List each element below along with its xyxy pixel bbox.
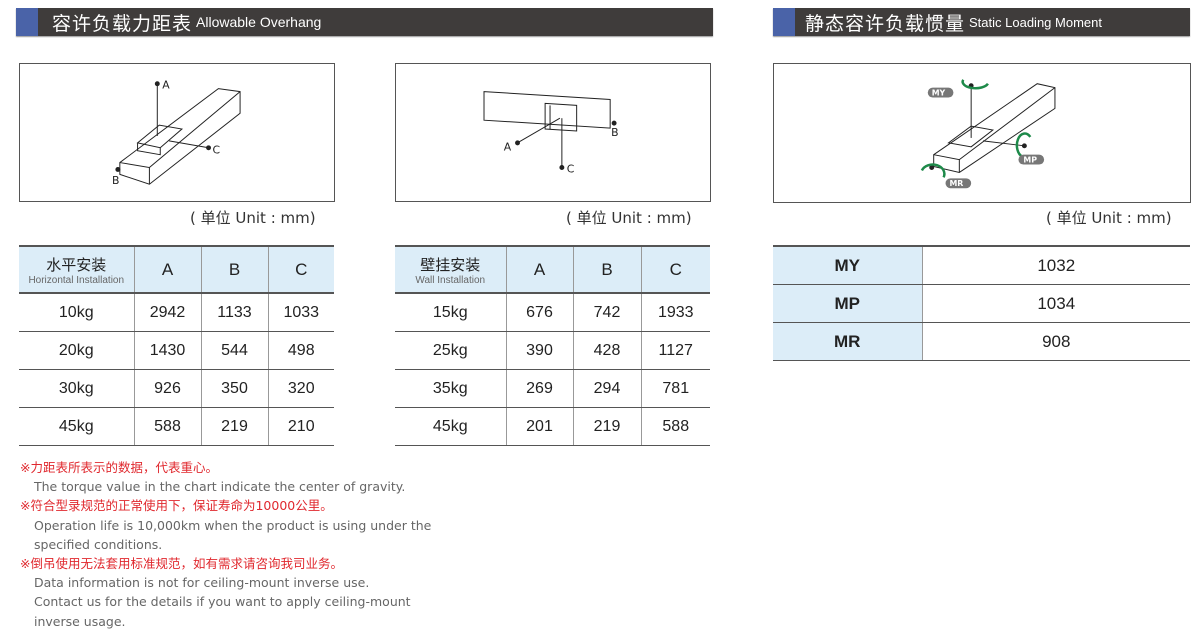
column-header: C <box>640 245 710 294</box>
header-title-en: Static Loading Moment <box>969 14 1102 30</box>
svg-text:A: A <box>162 79 170 92</box>
cell-value: 926 <box>133 369 202 408</box>
cell-value: 588 <box>133 407 202 446</box>
header-title-zh: 容许负载力距表 <box>52 12 193 35</box>
wall-diagram: A C B <box>395 63 711 202</box>
header-accent <box>773 8 795 36</box>
cell-value: 1033 <box>267 292 334 332</box>
cell-value: 210 <box>267 407 334 446</box>
table-row: 45kg 201 219 588 <box>395 407 710 446</box>
unit-label: ( 单位 Unit : mm) <box>190 209 316 227</box>
note-en: Operation life is 10,000km when the prod… <box>34 517 432 533</box>
note-en: specified conditions. <box>34 536 163 552</box>
note-zh: ※符合型录规范的正常使用下，保证寿命为10000公里。 <box>20 498 333 514</box>
cell-value: 320 <box>267 369 334 408</box>
table-row: 20kg 1430 544 498 <box>19 331 334 370</box>
row-label: 45kg <box>19 407 135 446</box>
static-moment-header: 静态容许负载惯量 Static Loading Moment <box>773 8 1190 36</box>
cell-value: 269 <box>505 369 574 408</box>
static-moment-table: MY 1032 MP 1034 MR 908 <box>773 245 1190 361</box>
table-row: 25kg 390 428 1127 <box>395 331 710 370</box>
cell-value: 201 <box>505 407 574 446</box>
row-label: 25kg <box>395 331 507 370</box>
row-label: 45kg <box>395 407 507 446</box>
svg-text:B: B <box>611 126 618 139</box>
table-row: MR 908 <box>773 322 1190 361</box>
row-label: 35kg <box>395 369 507 408</box>
unit-label: ( 单位 Unit : mm) <box>566 209 692 227</box>
moment-diagram: MY MP MR <box>773 63 1191 203</box>
cell-value: 908 <box>921 322 1190 361</box>
table-title: 壁挂安装 Wall Installation <box>395 245 507 294</box>
svg-text:B: B <box>112 174 119 187</box>
table-row: MP 1034 <box>773 284 1190 323</box>
cell-value: 588 <box>640 407 710 446</box>
table-title: 水平安装 Horizontal Installation <box>19 245 135 294</box>
row-label: MP <box>773 284 923 323</box>
unit-label: ( 单位 Unit : mm) <box>1046 209 1172 227</box>
svg-text:MP: MP <box>1023 156 1037 165</box>
cell-value: 294 <box>572 369 642 408</box>
note-en: Contact us for the details if you want t… <box>34 594 411 610</box>
column-header: B <box>200 245 269 294</box>
note-zh: ※力距表所表示的数据，代表重心。 <box>20 460 218 475</box>
table-row: 45kg 588 219 210 <box>19 407 334 446</box>
cell-value: 1032 <box>921 245 1190 285</box>
cell-value: 1127 <box>640 331 710 370</box>
column-header: B <box>572 245 642 294</box>
header-title-zh: 静态容许负载惯量 <box>805 12 966 35</box>
cell-value: 742 <box>572 292 642 332</box>
notes: ※力距表所表示的数据，代表重心。 The torque value in the … <box>20 458 431 631</box>
cell-value: 2942 <box>133 292 202 332</box>
table-row: 30kg 926 350 320 <box>19 369 334 408</box>
cell-value: 781 <box>640 369 710 408</box>
svg-text:C: C <box>212 144 220 157</box>
svg-text:MR: MR <box>949 179 963 188</box>
cell-value: 1430 <box>133 331 202 370</box>
table-row: MY 1032 <box>773 245 1190 285</box>
table-row: 35kg 269 294 781 <box>395 369 710 408</box>
column-header: C <box>267 245 334 294</box>
allowable-overhang-header: 容许负载力距表 Allowable Overhang <box>16 8 713 36</box>
cell-value: 219 <box>200 407 269 446</box>
row-label: 10kg <box>19 292 135 332</box>
note-en: The torque value in the chart indicate t… <box>34 479 406 495</box>
column-header: A <box>505 245 574 294</box>
column-header: A <box>133 245 202 294</box>
row-label: MY <box>773 245 923 285</box>
table-row: 15kg 676 742 1933 <box>395 292 710 332</box>
row-label: 20kg <box>19 331 135 370</box>
row-label: 30kg <box>19 369 135 408</box>
cell-value: 428 <box>572 331 642 370</box>
svg-text:MY: MY <box>932 89 946 98</box>
table-row: 10kg 2942 1133 1033 <box>19 292 334 332</box>
cell-value: 1933 <box>640 292 710 332</box>
cell-value: 350 <box>200 369 269 408</box>
svg-text:C: C <box>567 162 575 175</box>
row-label: MR <box>773 322 923 361</box>
header-title-en: Allowable Overhang <box>196 14 322 30</box>
header-accent <box>16 8 38 36</box>
row-label: 15kg <box>395 292 507 332</box>
cell-value: 498 <box>267 331 334 370</box>
cell-value: 219 <box>572 407 642 446</box>
cell-value: 1133 <box>200 292 269 332</box>
svg-text:A: A <box>504 141 512 154</box>
note-zh: ※倒吊使用无法套用标准规范，如有需求请咨询我司业务。 <box>20 556 343 572</box>
cell-value: 390 <box>505 331 574 370</box>
cell-value: 1034 <box>921 284 1190 323</box>
note-en: inverse usage. <box>34 613 126 629</box>
cell-value: 676 <box>505 292 574 332</box>
horizontal-diagram: A C B <box>19 63 335 202</box>
cell-value: 544 <box>200 331 269 370</box>
note-en: Data information is not for ceiling-moun… <box>34 575 370 591</box>
